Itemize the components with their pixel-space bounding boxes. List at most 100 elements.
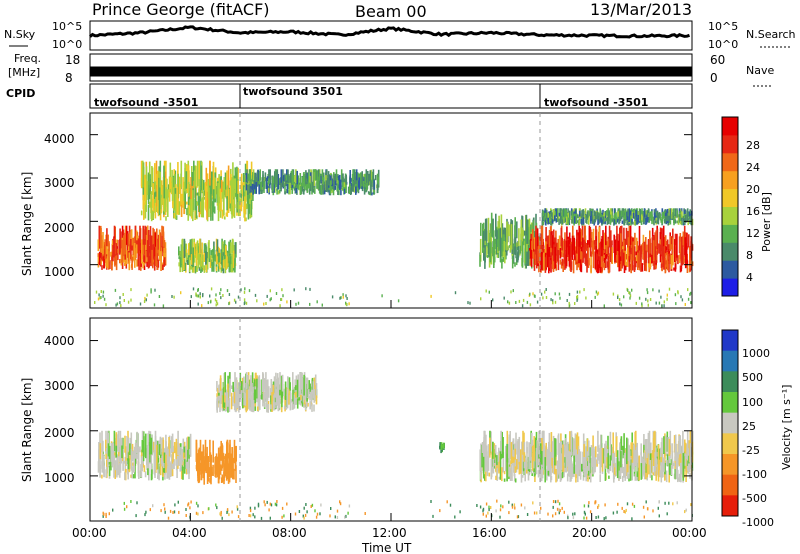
- velocity-cell: [330, 507, 332, 510]
- power-cell: [167, 189, 169, 217]
- velocity-cell: [142, 460, 144, 468]
- power-cell: [212, 161, 215, 188]
- velocity-cell: [320, 503, 322, 507]
- velocity-cell: [124, 435, 126, 453]
- velocity-cell: [500, 504, 502, 508]
- velocity-cell: [108, 445, 111, 460]
- power-cell: [506, 221, 508, 251]
- power-cell: [623, 248, 626, 273]
- velocity-cell: [161, 455, 163, 467]
- power-cell: [617, 211, 619, 217]
- power-cell: [184, 262, 186, 271]
- velocity-cell: [157, 457, 160, 463]
- velocity-cell: [158, 444, 161, 455]
- power-cell: [145, 240, 147, 251]
- velocity-cell: [573, 438, 575, 455]
- power-cell: [503, 296, 505, 300]
- power-cell: [664, 257, 667, 274]
- velocity-cell: [481, 442, 484, 453]
- velocity-cell: [592, 454, 595, 470]
- power-cell: [629, 291, 631, 295]
- velocity-cell: [635, 430, 637, 454]
- power-cell: [308, 184, 311, 189]
- power-cell: [205, 257, 207, 265]
- power-cell: [649, 298, 652, 301]
- velocity-cell: [144, 513, 146, 517]
- power-cell: [542, 238, 544, 263]
- power-cell: [518, 299, 521, 303]
- power-cell: [146, 261, 148, 267]
- velocity-cell: [172, 463, 174, 468]
- power-cell: [174, 193, 177, 220]
- power-cell: [306, 184, 309, 193]
- velocity-cell: [595, 500, 597, 504]
- power-cell: [340, 169, 343, 183]
- velocity-cell: [248, 395, 250, 409]
- velocity-cell: [119, 430, 122, 457]
- power-cell: [572, 218, 575, 224]
- velocity-cell: [250, 398, 252, 412]
- velocity-cell: [524, 506, 526, 510]
- velocity-cell: [173, 459, 175, 469]
- power-cell: [660, 263, 663, 268]
- power-cell: [576, 235, 579, 247]
- power-cell: [362, 181, 365, 189]
- velocity-cell: [226, 464, 228, 475]
- power-cell: [622, 246, 624, 250]
- power-cell: [179, 184, 182, 207]
- power-cell: [596, 254, 598, 260]
- power-ylabel: Slant Range [km]: [20, 172, 34, 276]
- power-cell: [683, 217, 685, 224]
- power-cell: [659, 254, 662, 263]
- power-cell: [653, 260, 655, 270]
- power-cell: [102, 232, 104, 255]
- velocity-cell: [664, 501, 666, 505]
- velocity-cell: [532, 501, 534, 505]
- power-cell: [159, 171, 161, 196]
- power-cell: [117, 248, 119, 254]
- power-cell: [107, 248, 109, 263]
- velocity-cell: [487, 511, 489, 515]
- power-cell: [588, 225, 591, 248]
- power-cell: [143, 202, 145, 220]
- velocity-cell: [521, 465, 523, 474]
- velocity-cell: [485, 434, 487, 460]
- power-cell: [550, 220, 552, 226]
- power-cell: [293, 175, 296, 186]
- power-cell: [151, 166, 153, 188]
- power-cell: [220, 179, 223, 192]
- xtick-3: 12:00: [372, 526, 407, 540]
- power-cell: [613, 218, 615, 226]
- power-cell: [526, 243, 528, 252]
- power-cell: [277, 190, 280, 195]
- velocity-cell: [177, 500, 179, 504]
- power-cell: [129, 231, 131, 245]
- velocity-cell: [552, 451, 554, 457]
- power-cell: [554, 292, 556, 296]
- power-cell: [669, 214, 672, 219]
- power-cell: [243, 298, 246, 302]
- power-cell: [124, 263, 126, 266]
- power-cell: [316, 300, 318, 304]
- power-cell: [585, 213, 587, 218]
- velocity-cell: [677, 477, 679, 481]
- power-cell: [266, 185, 269, 194]
- velocity-cell: [233, 468, 235, 480]
- power-cell: [655, 212, 657, 222]
- power-cell: [502, 229, 504, 239]
- velocity-cell: [616, 510, 618, 514]
- velocity-cell: [521, 457, 523, 471]
- power-cell: [255, 181, 257, 194]
- power-cell: [321, 303, 323, 307]
- velocity-cell: [545, 442, 547, 466]
- velocity-cell: [221, 395, 224, 409]
- power-cell: [145, 298, 147, 302]
- power-cell: [579, 228, 581, 247]
- power-cell: [571, 235, 574, 260]
- power-cell: [594, 211, 597, 223]
- power-cell: [659, 244, 662, 257]
- power-cell: [685, 253, 687, 266]
- velocity-cell: [173, 442, 176, 454]
- power-cell: [645, 297, 647, 301]
- velocity-cell: [668, 451, 671, 469]
